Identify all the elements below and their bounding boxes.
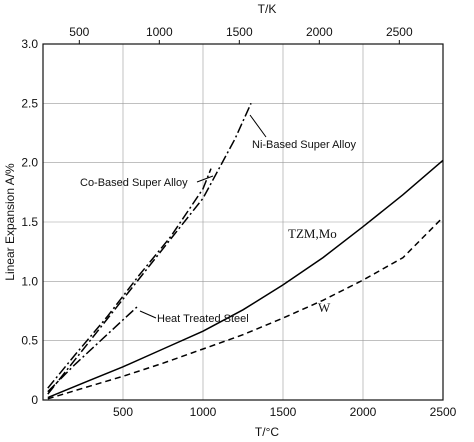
y-tick-label: 0.5 (21, 334, 38, 348)
annotation-leader-line (196, 175, 214, 183)
annotation-label: TZM,Mo (288, 226, 337, 241)
x-tick-label: 1000 (190, 405, 217, 419)
plot-frame (42, 43, 444, 401)
x2-tick-label: 500 (69, 25, 89, 39)
x2-axis-title: T/K (258, 2, 277, 16)
series-line-tzm-mo (47, 159, 444, 399)
y-axis-title: Linear Expansion A/% (3, 163, 17, 281)
ticks-group: 500 1000 1500 2000 2500 500 1000 1500 2000 2500 0 0… (21, 25, 456, 419)
x-tick-label: 1500 (270, 405, 297, 419)
x2-tick-label: 1500 (226, 25, 253, 39)
series-line-w (47, 216, 444, 400)
y-tick-label: 3.0 (21, 37, 38, 51)
y-tick-label: 2.5 (21, 96, 38, 110)
series-line-ni-based-super-alloy (47, 102, 252, 395)
series-line-heat-treated-steel (47, 304, 140, 393)
series-line-co-based-super-alloy (47, 168, 212, 389)
x-axis-title: T/°C (255, 425, 279, 439)
x2-tick-label: 1000 (146, 25, 173, 39)
y-tick-label: 1.5 (21, 215, 38, 229)
annotation-label: Heat Treated Steel (157, 313, 249, 325)
annotations-group: Ni-Based Super Alloy Co-Based Super Alloy… (80, 114, 356, 325)
annotation-label: Ni-Based Super Alloy (252, 139, 356, 151)
annotation-leader-line (249, 114, 267, 138)
y-tick-label: 2.0 (21, 156, 38, 170)
x-tick-label: 2000 (350, 405, 377, 419)
x-tick-label: 500 (113, 405, 133, 419)
x2-tick-label: 2000 (306, 25, 333, 39)
y-tick-label: 0 (31, 393, 38, 407)
y-tick-label: 1.0 (21, 274, 38, 288)
series-group (47, 102, 444, 400)
annotation-label: W (318, 300, 331, 315)
grid (43, 44, 444, 400)
annotation-leader-line (139, 310, 157, 319)
x-tick-label: 2500 (430, 405, 457, 419)
x2-tick-label: 2500 (386, 25, 413, 39)
annotation-label: Co-Based Super Alloy (80, 177, 188, 189)
